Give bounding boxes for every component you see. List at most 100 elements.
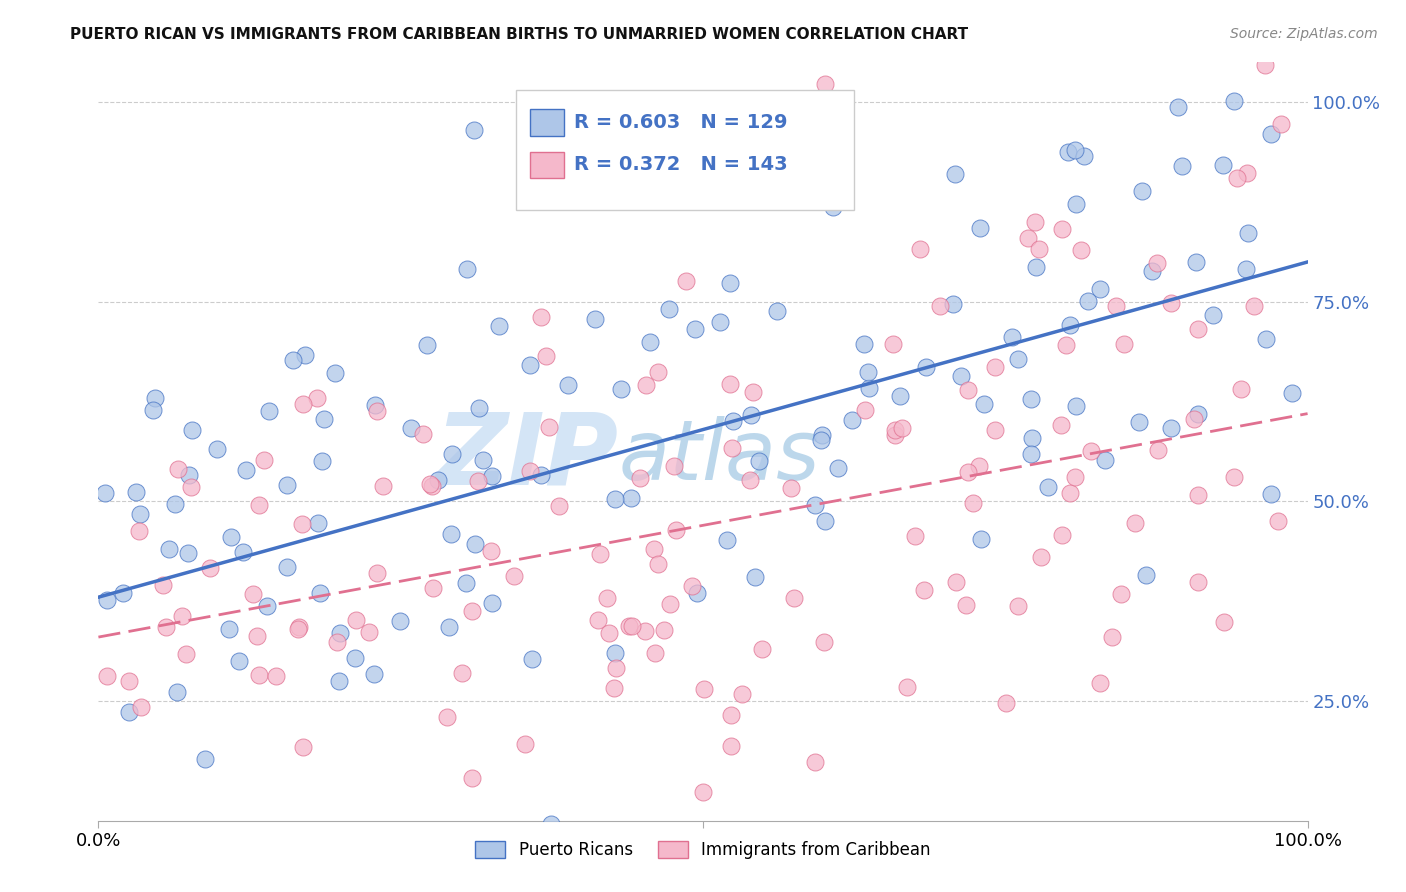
Point bbox=[803, 498, 825, 512]
Point bbox=[307, 516, 329, 530]
Point bbox=[1080, 443, 1102, 458]
FancyBboxPatch shape bbox=[530, 110, 564, 136]
Point bbox=[1135, 568, 1157, 582]
Point bbox=[427, 473, 450, 487]
Point bbox=[1171, 159, 1194, 173]
Point bbox=[1223, 470, 1246, 484]
Point bbox=[294, 348, 316, 362]
Point bbox=[718, 376, 741, 391]
FancyBboxPatch shape bbox=[530, 152, 564, 178]
Text: ZIP: ZIP bbox=[436, 409, 619, 505]
Point bbox=[1212, 158, 1234, 172]
Point bbox=[882, 336, 904, 351]
Point bbox=[1076, 294, 1098, 309]
Point bbox=[658, 597, 681, 611]
Point bbox=[889, 389, 911, 403]
Point bbox=[312, 412, 335, 426]
Point bbox=[1070, 243, 1092, 257]
Point bbox=[1050, 528, 1073, 542]
Point bbox=[1187, 321, 1209, 335]
Point bbox=[311, 454, 333, 468]
Point bbox=[249, 668, 271, 682]
FancyBboxPatch shape bbox=[516, 90, 855, 211]
Point bbox=[1213, 615, 1236, 630]
Point bbox=[235, 463, 257, 477]
Point bbox=[658, 302, 681, 317]
Point bbox=[1167, 100, 1189, 114]
Point bbox=[1019, 392, 1042, 406]
Point bbox=[983, 360, 1005, 375]
Text: Source: ZipAtlas.com: Source: ZipAtlas.com bbox=[1230, 27, 1378, 41]
Point bbox=[942, 297, 965, 311]
Point bbox=[536, 349, 558, 363]
Point bbox=[984, 423, 1007, 437]
Point bbox=[903, 529, 925, 543]
Point bbox=[595, 591, 617, 605]
Point bbox=[609, 382, 631, 396]
Point bbox=[957, 383, 980, 397]
Point bbox=[1064, 196, 1087, 211]
Point bbox=[856, 365, 879, 379]
Point bbox=[693, 682, 716, 697]
Point bbox=[283, 352, 305, 367]
Point bbox=[1184, 412, 1206, 426]
Point bbox=[450, 665, 472, 680]
Point bbox=[1059, 486, 1081, 500]
Point bbox=[256, 599, 278, 614]
Point bbox=[1025, 260, 1047, 275]
Point bbox=[456, 261, 478, 276]
Point bbox=[813, 77, 835, 91]
Point bbox=[540, 817, 562, 831]
Point bbox=[515, 737, 537, 751]
Point bbox=[174, 647, 197, 661]
Point bbox=[1064, 400, 1087, 414]
Point bbox=[692, 785, 714, 799]
Point bbox=[537, 420, 560, 434]
Point bbox=[1160, 296, 1182, 310]
Point bbox=[1094, 453, 1116, 467]
Point bbox=[1090, 282, 1112, 296]
Point bbox=[1036, 479, 1059, 493]
Point bbox=[748, 454, 770, 468]
Point bbox=[1109, 587, 1132, 601]
Point bbox=[1234, 261, 1257, 276]
Point bbox=[344, 650, 367, 665]
Point bbox=[912, 583, 935, 598]
Point bbox=[720, 277, 742, 291]
Point bbox=[461, 604, 484, 618]
Point bbox=[309, 586, 332, 600]
Point bbox=[125, 485, 148, 500]
Point bbox=[519, 464, 541, 478]
Point bbox=[891, 421, 914, 435]
Point bbox=[1001, 330, 1024, 344]
Point bbox=[603, 646, 626, 660]
Point bbox=[364, 398, 387, 412]
Point bbox=[247, 498, 270, 512]
Point bbox=[305, 391, 328, 405]
Point bbox=[752, 178, 775, 192]
Point bbox=[665, 523, 688, 537]
Point bbox=[811, 428, 834, 442]
Point bbox=[1267, 514, 1289, 528]
Point bbox=[291, 740, 314, 755]
Point bbox=[463, 123, 485, 137]
Point bbox=[142, 402, 165, 417]
Point bbox=[1270, 117, 1292, 131]
Point bbox=[1187, 407, 1209, 421]
Text: R = 0.603   N = 129: R = 0.603 N = 129 bbox=[574, 112, 787, 132]
Point bbox=[643, 541, 665, 556]
Point bbox=[328, 673, 350, 688]
Point bbox=[363, 666, 385, 681]
Point bbox=[530, 468, 553, 483]
Point bbox=[257, 403, 280, 417]
Point bbox=[685, 321, 707, 335]
Text: PUERTO RICAN VS IMMIGRANTS FROM CARIBBEAN BIRTHS TO UNMARRIED WOMEN CORRELATION : PUERTO RICAN VS IMMIGRANTS FROM CARIBBEA… bbox=[70, 27, 969, 42]
Point bbox=[366, 566, 388, 580]
Point bbox=[1019, 447, 1042, 461]
Point bbox=[415, 337, 437, 351]
Point bbox=[177, 546, 200, 560]
Point bbox=[586, 613, 609, 627]
Point bbox=[1185, 255, 1208, 269]
Point bbox=[117, 674, 139, 689]
Point bbox=[967, 459, 990, 474]
